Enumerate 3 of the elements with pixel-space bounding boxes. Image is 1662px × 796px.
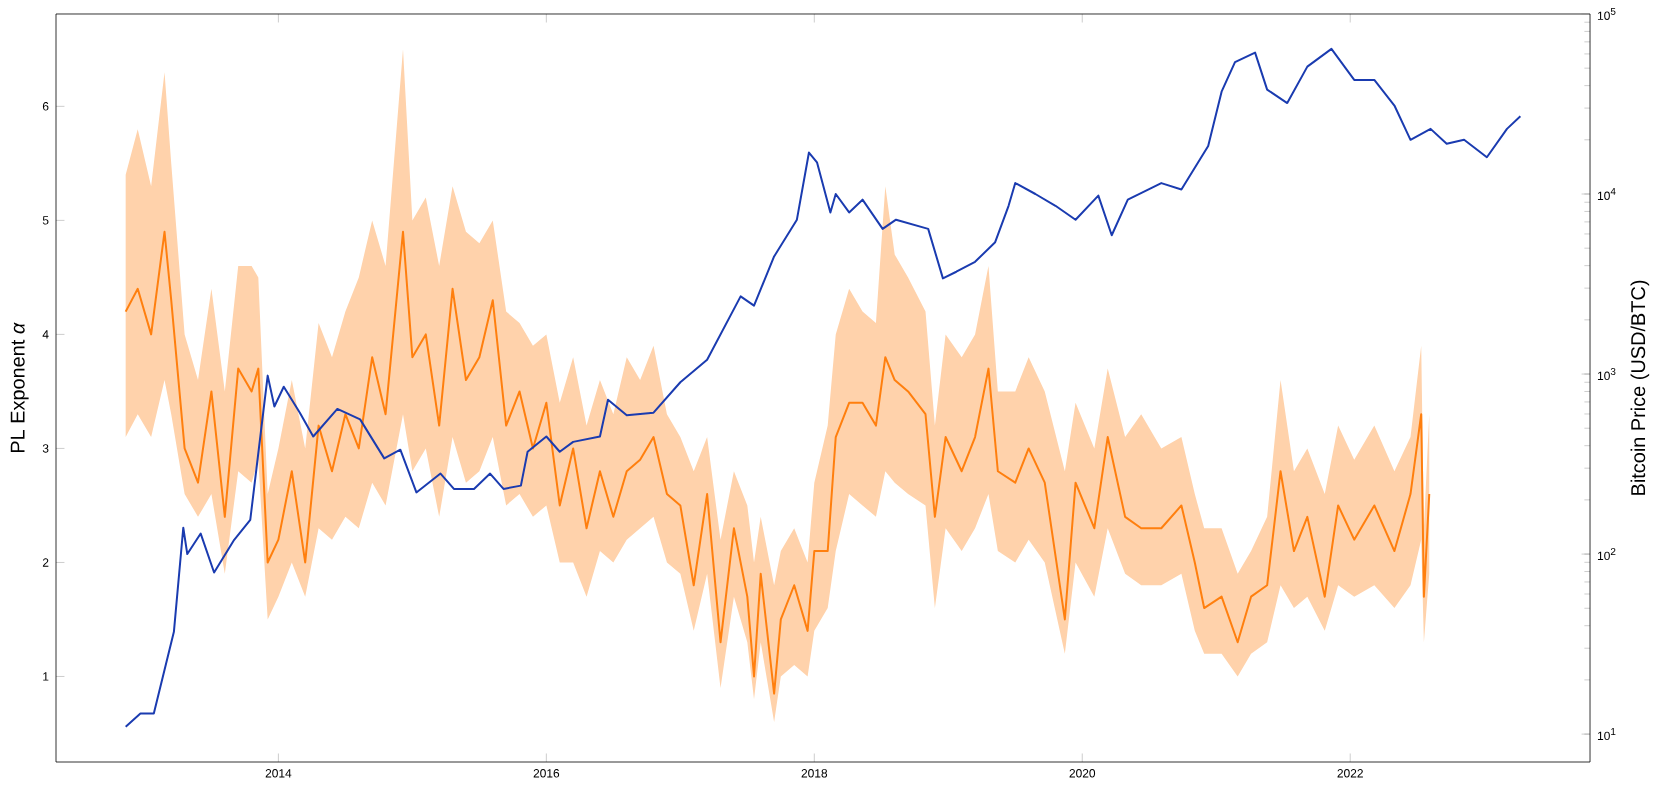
y2-axis-title: Bitcoin Price (USD/BTC) bbox=[1630, 280, 1650, 495]
y-axis-title: PL Exponent α bbox=[10, 322, 29, 453]
line-series bbox=[124, 230, 1431, 695]
